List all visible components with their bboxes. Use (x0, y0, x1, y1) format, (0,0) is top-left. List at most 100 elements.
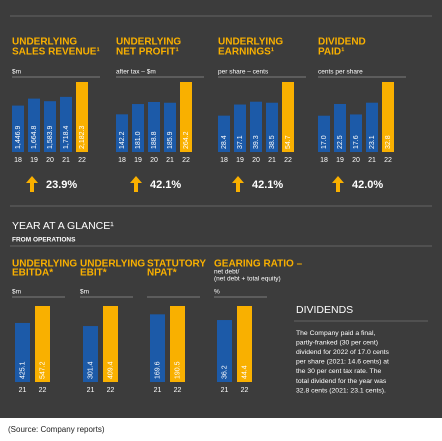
bar (132, 104, 144, 152)
category-label: 21 (62, 157, 70, 164)
value-label: 32.8 (385, 135, 392, 149)
dividends-text: partly-franked (30 per cent) (296, 339, 378, 346)
bar (76, 82, 88, 152)
change-label: 42.1% (150, 179, 181, 191)
up-arrow (232, 176, 244, 192)
bar (15, 322, 30, 382)
dividends-text: total dividend for the year was (296, 378, 387, 385)
bar (170, 306, 185, 382)
bar (282, 82, 294, 152)
value-label: 188.8 (151, 131, 158, 149)
chart-title: UNDERLYING (12, 259, 77, 270)
unit-label: after tax – $m (116, 69, 156, 76)
category-label: 22 (241, 387, 249, 394)
dividends-text: 32.8 cents (2021: 23.1 cents). (296, 387, 386, 394)
chart-title: EBITDA* (12, 268, 53, 279)
category-label: 20 (352, 157, 360, 164)
chart-title: DIVIDEND (318, 37, 366, 48)
value-label: 36.2 (221, 365, 228, 379)
chart-title: STATUTORY (147, 259, 206, 270)
bar (150, 314, 165, 382)
change-label: 23.9% (46, 179, 77, 191)
unit-label: $m (12, 69, 21, 76)
bar (35, 306, 50, 382)
change-label: 42.0% (352, 179, 383, 191)
category-label: 20 (46, 157, 54, 164)
chart-title: NPAT* (147, 268, 177, 279)
chart-title: EBIT* (80, 268, 107, 279)
category-label: 21 (154, 387, 162, 394)
unit-label: $m (12, 289, 21, 296)
category-label: 21 (221, 387, 229, 394)
value-label: 1,718.4 (63, 126, 70, 149)
value-label: 37.1 (237, 135, 244, 149)
value-label: 39.3 (253, 135, 260, 149)
bar (350, 114, 362, 152)
bar (164, 102, 176, 152)
value-label: 142.2 (119, 131, 126, 149)
category-label: 21 (19, 387, 27, 394)
category-label: 19 (134, 157, 142, 164)
value-label: 17.6 (353, 135, 360, 149)
source: (Source: Company reports) (8, 425, 105, 434)
category-label: 22 (284, 157, 292, 164)
up-arrow (26, 176, 38, 192)
unit-label: $m (80, 289, 89, 296)
category-label: 22 (182, 157, 190, 164)
chart-title: SALES REVENUE¹ (12, 47, 100, 58)
value-label: 17.0 (321, 135, 328, 149)
chart-title: UNDERLYING (80, 259, 145, 270)
value-label: 301.4 (87, 361, 94, 379)
bar (266, 102, 278, 152)
up-arrow (130, 176, 142, 192)
bar (83, 326, 98, 382)
bar (382, 82, 394, 152)
section-title: YEAR AT A GLANCE¹ (12, 220, 114, 232)
bar (366, 102, 378, 152)
value-label: 425.1 (19, 361, 26, 379)
bar (116, 114, 128, 152)
value-label: 169.6 (154, 361, 161, 379)
category-label: 19 (236, 157, 244, 164)
category-label: 21 (166, 157, 174, 164)
value-label: 1,446.9 (15, 126, 22, 149)
bar (218, 115, 230, 152)
value-label: 22.5 (337, 135, 344, 149)
category-label: 18 (320, 157, 328, 164)
category-label: 19 (336, 157, 344, 164)
category-label: 22 (384, 157, 392, 164)
category-label: 22 (174, 387, 182, 394)
category-label: 20 (150, 157, 158, 164)
unit-label: cents per share (318, 69, 363, 76)
value-label: 54.7 (285, 135, 292, 149)
bar (237, 306, 252, 382)
category-label: 20 (252, 157, 260, 164)
dividends-title: DIVIDENDS (296, 304, 353, 316)
chart-title: NET PROFIT¹ (116, 47, 179, 58)
unit-label: % (214, 289, 220, 296)
value-label: 1,583.9 (47, 126, 54, 149)
dividends-text: the 30 per cent tax rate. The (296, 368, 381, 375)
bar (180, 82, 192, 152)
category-label: 21 (368, 157, 376, 164)
bar (250, 101, 262, 152)
category-label: 22 (107, 387, 115, 394)
chart-note: net debt/ (214, 269, 239, 276)
category-label: 18 (220, 157, 228, 164)
bar (44, 101, 56, 152)
value-label: 547.2 (39, 361, 46, 379)
chart-note: (net debt + total equity) (214, 276, 281, 283)
value-label: 2,182.3 (79, 126, 86, 149)
category-label: 22 (39, 387, 47, 394)
chart-title: EARNINGS¹ (218, 47, 275, 58)
bar (148, 101, 160, 152)
category-label: 22 (78, 157, 86, 164)
section-subtitle: FROM OPERATIONS (12, 237, 76, 244)
value-label: 28.4 (221, 135, 228, 149)
bar (234, 104, 246, 152)
value-label: 23.1 (369, 135, 376, 149)
bar (103, 306, 118, 382)
bar (334, 103, 346, 152)
value-label: 38.5 (269, 135, 276, 149)
